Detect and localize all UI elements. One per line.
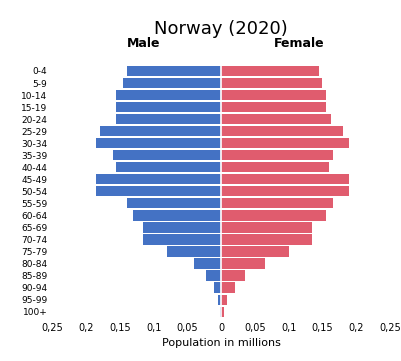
Bar (116, 102, 221, 112)
Bar (214, 283, 221, 293)
Bar (221, 126, 342, 136)
Bar (221, 247, 288, 257)
Bar (221, 150, 332, 160)
Bar (133, 210, 221, 221)
Bar (96, 186, 221, 196)
Bar (143, 234, 221, 245)
Bar (221, 114, 330, 124)
Bar (167, 247, 221, 257)
Bar (96, 174, 221, 184)
Bar (205, 270, 221, 281)
Bar (221, 162, 328, 173)
Bar (221, 138, 348, 148)
Bar (143, 222, 221, 232)
Bar (126, 66, 221, 76)
Bar (218, 295, 221, 305)
X-axis label: Population in millions: Population in millions (161, 338, 280, 348)
Bar (221, 186, 348, 196)
Bar (116, 114, 221, 124)
Bar (194, 258, 221, 269)
Bar (96, 138, 221, 148)
Bar (99, 126, 221, 136)
Bar (221, 78, 322, 88)
Bar (221, 210, 325, 221)
Bar (221, 295, 227, 305)
Bar (221, 270, 244, 281)
Bar (126, 198, 221, 209)
Bar (221, 66, 318, 76)
Bar (220, 306, 221, 317)
Bar (221, 102, 325, 112)
Bar (221, 198, 332, 209)
Bar (221, 222, 312, 232)
Bar (221, 234, 312, 245)
Bar (221, 283, 234, 293)
Title: Norway (2020): Norway (2020) (154, 21, 287, 38)
Bar (116, 90, 221, 100)
Text: Male: Male (126, 37, 160, 50)
Bar (123, 78, 221, 88)
Bar (221, 90, 325, 100)
Bar (221, 174, 348, 184)
Text: Female: Female (273, 37, 323, 50)
Bar (116, 162, 221, 173)
Bar (221, 306, 223, 317)
Bar (113, 150, 221, 160)
Bar (221, 258, 264, 269)
